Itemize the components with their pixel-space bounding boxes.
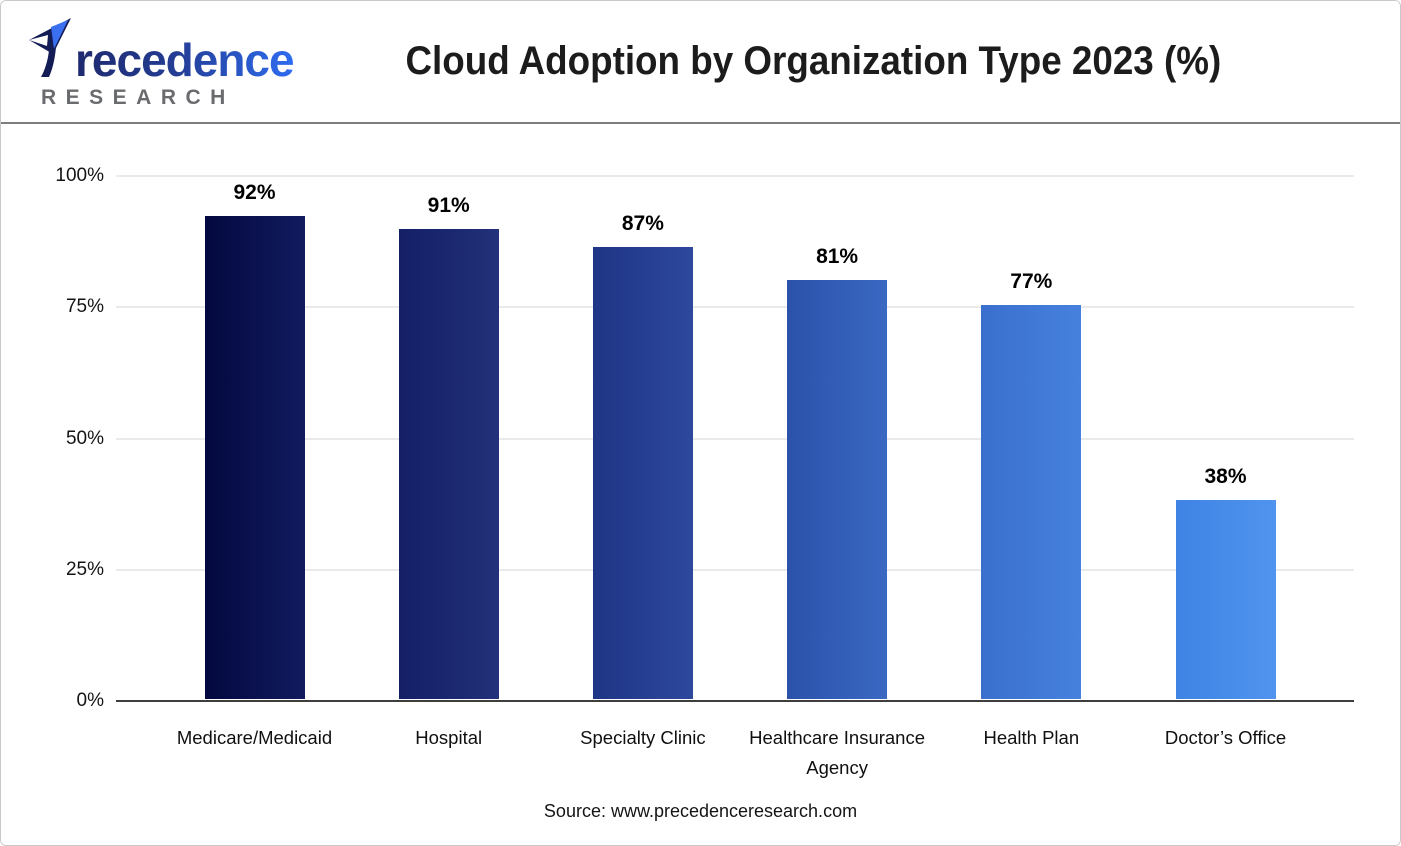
- y-tick-label: 25%: [65, 558, 104, 580]
- title-area: Cloud Adoption by Organization Type 2023…: [267, 39, 1400, 84]
- x-axis-line: [116, 700, 1354, 702]
- y-tick-label: 100%: [55, 165, 104, 186]
- plot-area: 0% 25% 50% 75% 100% 92% Medicare/Medicaid 91% Ho…: [1, 126, 1400, 845]
- grid-line: [116, 175, 1354, 177]
- header: recedence RESEARCH Cloud Adoption by Org…: [1, 1, 1400, 124]
- precedence-logo: recedence RESEARCH: [27, 16, 295, 109]
- grid-line: [116, 306, 1354, 309]
- bar-value-label: 77%: [1010, 270, 1053, 294]
- source-attribution: Source: www.precedenceresearch.com: [543, 801, 858, 821]
- bar: [787, 280, 888, 699]
- category-label: Healthcare Insurance Agency: [749, 727, 926, 778]
- bar: [1175, 499, 1276, 699]
- y-tick-label: 0%: [76, 690, 104, 711]
- category-label: Health Plan: [983, 727, 1080, 748]
- bar-value-label: 38%: [1204, 464, 1247, 488]
- bar-value-label: 91%: [427, 194, 470, 218]
- bar: [592, 246, 693, 699]
- logo-text-precedence: recedence: [75, 33, 295, 86]
- logo-wordmark: recedence: [27, 16, 295, 83]
- chart-title: Cloud Adoption by Organization Type 2023…: [405, 39, 1222, 83]
- category-label: Specialty Clinic: [580, 727, 706, 748]
- y-tick-label: 75%: [65, 296, 104, 318]
- bar: [981, 305, 1082, 699]
- category-label: Doctor’s Office: [1164, 727, 1287, 748]
- paper-plane-p-icon: [27, 16, 73, 83]
- grid-line: [116, 568, 1354, 571]
- logo-text-research: RESEARCH: [41, 85, 235, 109]
- bar-value-label: 81%: [816, 245, 859, 269]
- category-label: Medicare/Medicaid: [176, 727, 333, 748]
- bar-value-label: 92%: [233, 181, 276, 204]
- category-label: Hospital: [415, 727, 483, 748]
- grid-line: [116, 437, 1354, 440]
- bar: [398, 229, 499, 699]
- bar: [204, 216, 305, 699]
- y-tick-label: 50%: [65, 427, 104, 449]
- bar-value-label: 87%: [621, 211, 664, 235]
- bar-chart: 0% 25% 50% 75% 100% 92% Medicare/Medicaid 91% Ho…: [1, 126, 1400, 845]
